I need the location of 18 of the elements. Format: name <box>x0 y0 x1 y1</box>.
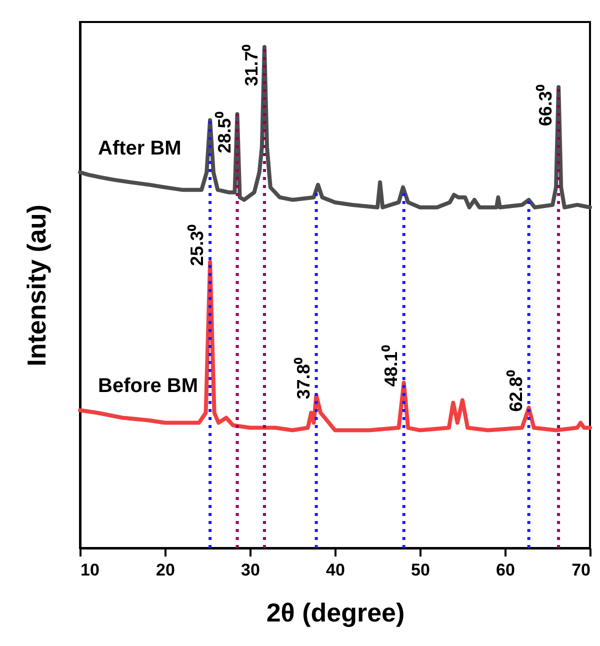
x-tick-label: 70 <box>572 560 590 580</box>
x-tick-label: 60 <box>496 560 515 580</box>
annotation: 25.3⁰ <box>187 224 208 266</box>
x-tick-label: 40 <box>326 560 345 580</box>
series-label: Before BM <box>98 375 198 398</box>
annotation: 31.7⁰ <box>241 44 262 86</box>
x-tick-label: 20 <box>156 560 175 580</box>
x-tick-label: 50 <box>411 560 430 580</box>
series-label: After BM <box>98 137 182 160</box>
annotation: 48.1⁰ <box>380 344 401 387</box>
x-axis-title: 2θ (degree) <box>266 598 405 628</box>
annotation: 66.3⁰ <box>536 84 556 126</box>
annotation: 37.8⁰ <box>293 357 314 400</box>
y-axis-title: Intensity (au) <box>22 204 52 366</box>
x-tick-label: 30 <box>241 560 260 580</box>
annotation: 62.8⁰ <box>506 370 526 412</box>
annotation: 28.5⁰ <box>214 111 234 154</box>
x-tick-label: 10 <box>80 560 100 580</box>
